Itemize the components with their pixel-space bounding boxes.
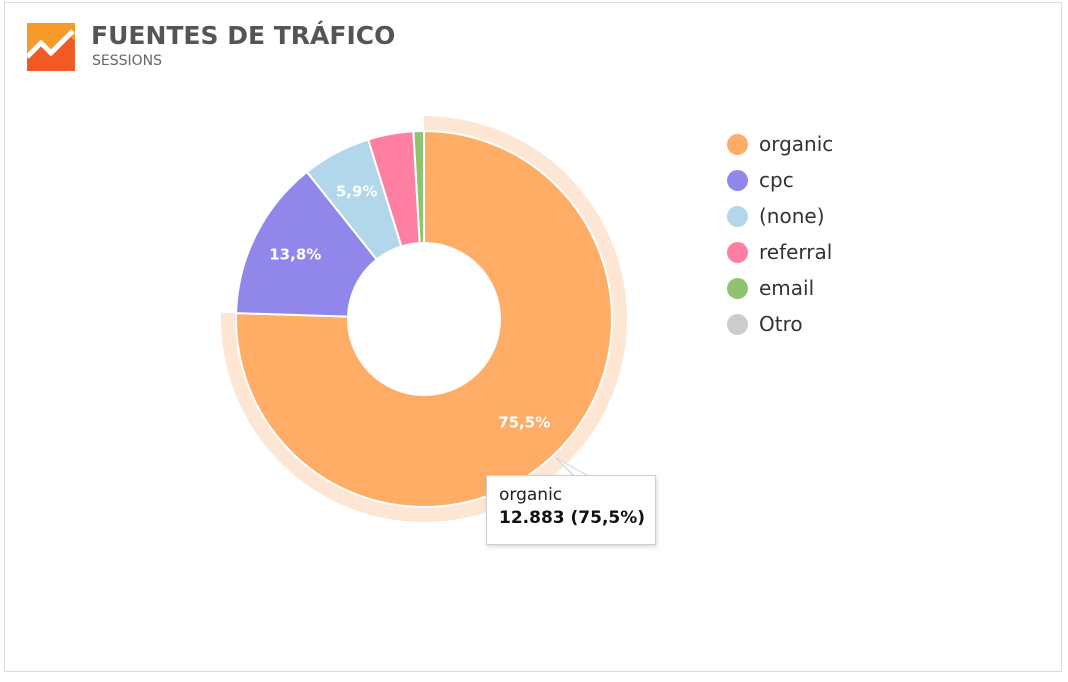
- tooltip-series-name: organic: [499, 485, 563, 505]
- legend-swatch-cpc: [727, 169, 748, 191]
- legend-item-email[interactable]: email: [727, 270, 833, 306]
- widget-subtitle: SESSIONS: [92, 53, 163, 69]
- chart-tooltip: organic 12.883 (75,5%): [486, 475, 656, 545]
- widget-title: FUENTES DE TRÁFICO: [91, 21, 396, 50]
- legend-item-otro[interactable]: Otro: [727, 306, 833, 342]
- slice-email[interactable]: [412, 129, 425, 245]
- widget-card: FUENTES DE TRÁFICO SESSIONS: [4, 2, 1062, 672]
- slice-cpc[interactable]: [235, 170, 379, 318]
- slice-label-none: 5,9%: [336, 183, 378, 201]
- legend-label-cpc: cpc: [759, 168, 794, 192]
- tooltip-series-value: 12.883 (75,5%): [499, 508, 646, 528]
- legend-label-referral: referral: [759, 240, 833, 264]
- legend-item-cpc[interactable]: cpc: [727, 162, 833, 198]
- chart-legend: organic cpc (none) referral email Otro: [727, 126, 833, 342]
- legend-swatch-none: [727, 205, 748, 227]
- legend-label-email: email: [759, 276, 815, 300]
- legend-label-none: (none): [759, 204, 825, 228]
- legend-item-none[interactable]: (none): [727, 198, 833, 234]
- legend-item-referral[interactable]: referral: [727, 234, 833, 270]
- legend-label-otro: Otro: [759, 312, 803, 336]
- slice-organic[interactable]: [235, 129, 613, 508]
- legend-swatch-referral: [727, 241, 748, 263]
- legend-swatch-organic: [727, 133, 748, 155]
- trend-logo-icon: [27, 23, 75, 71]
- legend-label-organic: organic: [759, 132, 834, 156]
- slice-label-cpc: 13,8%: [269, 245, 321, 263]
- tooltip-pointer: [555, 457, 593, 479]
- legend-swatch-otro: [727, 313, 748, 335]
- legend-swatch-email: [727, 277, 748, 299]
- legend-item-organic[interactable]: organic: [727, 126, 833, 162]
- slice-label-organic: 75,5%: [498, 413, 550, 431]
